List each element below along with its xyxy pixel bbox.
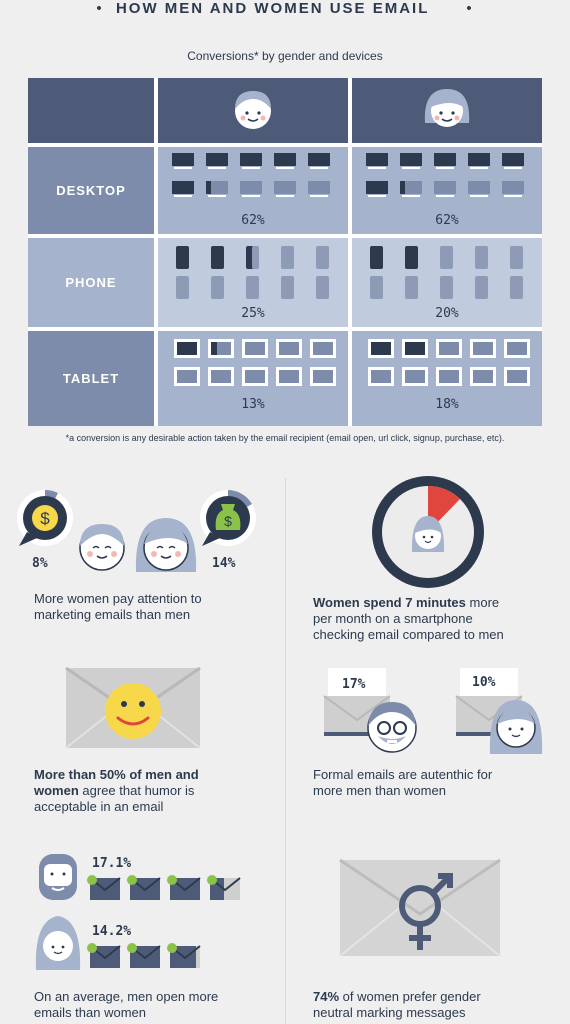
women-phone-pct: 20% bbox=[435, 306, 459, 321]
humor-bold: women bbox=[34, 783, 79, 798]
smartphone-caption: Women spend 7 minutes more per month on … bbox=[313, 595, 504, 643]
man-face-icon bbox=[79, 524, 125, 571]
attention-line2: marketing emails than men bbox=[34, 607, 191, 622]
neutral-envelope-illustration bbox=[339, 858, 501, 957]
phone-icons bbox=[370, 246, 523, 299]
man-beard-face-icon bbox=[39, 854, 77, 900]
men-desktop-cell: 62% bbox=[158, 147, 348, 234]
phone-icons bbox=[176, 246, 329, 299]
page-title: • HOW MEN AND WOMEN USE EMAIL • bbox=[0, 0, 570, 17]
opens-caption: On an average, men open more emails than… bbox=[34, 989, 218, 1021]
opens-line1: On an average, men open more bbox=[34, 989, 219, 1004]
men-phone-pct: 25% bbox=[241, 306, 265, 321]
smartphone-line2: per month on a smartphone bbox=[313, 611, 473, 626]
men-attention-pct: 8% bbox=[32, 556, 48, 571]
formal-caption: Formal emails are autenthic for more men… bbox=[313, 767, 492, 799]
smartphone-bold: Women spend 7 minutes bbox=[313, 595, 466, 610]
row-label-phone: PHONE bbox=[28, 238, 154, 327]
open-rate-illustration bbox=[35, 854, 241, 970]
row-label-desktop: DESKTOP bbox=[28, 147, 154, 234]
chart-subtitle: Conversions* by gender and devices bbox=[187, 49, 383, 63]
women-money-bag-bubble: $ bbox=[200, 490, 256, 546]
humor-caption: More than 50% of men and women agree tha… bbox=[34, 767, 199, 815]
humor-envelope-illustration bbox=[65, 666, 201, 749]
neutral-bold: 74% bbox=[313, 989, 340, 1004]
men-tablet-cell: 13% bbox=[158, 331, 348, 426]
men-formal-pct: 17% bbox=[342, 677, 366, 692]
bullet-icon: • bbox=[96, 0, 104, 17]
men-dollar-bubble: $ bbox=[17, 489, 73, 546]
men-tablet-pct: 13% bbox=[241, 397, 265, 412]
women-envelopes bbox=[87, 943, 201, 968]
smiley-icon bbox=[105, 683, 161, 739]
woman-face-icon bbox=[35, 916, 81, 970]
woman-face-icon bbox=[489, 700, 543, 754]
opens-line2: emails than women bbox=[34, 1005, 146, 1020]
formal-emails-illustration bbox=[323, 668, 543, 754]
clock-illustration bbox=[372, 476, 484, 588]
women-open-pct: 14.2% bbox=[92, 924, 132, 939]
women-phone-cell: 20% bbox=[352, 238, 542, 327]
women-tablet-pct: 18% bbox=[435, 397, 459, 412]
smartphone-rest: more bbox=[465, 595, 500, 610]
attention-line1: More women pay attention to bbox=[34, 591, 202, 606]
row-label-tablet: TABLET bbox=[28, 331, 154, 426]
column-divider bbox=[285, 478, 286, 1024]
svg-text:$: $ bbox=[40, 509, 50, 528]
man-glasses-face-icon bbox=[367, 702, 417, 753]
header-corner bbox=[28, 78, 154, 143]
tablet-icons bbox=[174, 339, 336, 386]
footnote: *a conversion is any desirable action ta… bbox=[65, 433, 505, 443]
women-header bbox=[352, 78, 542, 143]
woman-face-icon bbox=[424, 89, 470, 127]
formal-line1: Formal emails are autenthic for bbox=[313, 767, 493, 782]
neutral-rest: of women prefer gender bbox=[339, 989, 481, 1004]
humor-line1: More than 50% of men and bbox=[34, 767, 199, 782]
men-phone-cell: 25% bbox=[158, 238, 348, 327]
title-text: HOW MEN AND WOMEN USE EMAIL bbox=[115, 0, 430, 17]
man-face-icon bbox=[235, 91, 271, 129]
women-desktop-cell: 62% bbox=[352, 147, 542, 234]
svg-text:$: $ bbox=[224, 513, 232, 529]
men-header bbox=[158, 78, 348, 143]
smartphone-line3: checking email compared to men bbox=[313, 627, 504, 642]
humor-rest: agree that humor is bbox=[78, 783, 195, 798]
tablet-icons bbox=[368, 339, 530, 386]
humor-line3: acceptable in an email bbox=[34, 799, 164, 814]
woman-face-icon bbox=[411, 516, 445, 552]
gender-symbol-icon bbox=[399, 873, 453, 950]
attention-illustration: $ $ bbox=[17, 489, 256, 572]
desktop-icons bbox=[172, 153, 330, 197]
bullet-icon: • bbox=[441, 0, 474, 17]
neutral-line2: neutral marking messages bbox=[313, 1005, 466, 1020]
men-desktop-pct: 62% bbox=[241, 213, 265, 228]
desktop-icons bbox=[366, 153, 524, 197]
neutral-caption: 74% of women prefer gender neutral marki… bbox=[313, 989, 481, 1021]
men-envelopes bbox=[87, 875, 241, 900]
conversion-grid: DESKTOP 62% 62% PHONE bbox=[28, 78, 542, 426]
women-tablet-cell: 18% bbox=[352, 331, 542, 426]
men-open-pct: 17.1% bbox=[92, 856, 132, 871]
women-formal-pct: 10% bbox=[472, 675, 496, 690]
formal-line2: more men than women bbox=[313, 783, 446, 798]
woman-face-icon bbox=[135, 518, 197, 572]
women-attention-pct: 14% bbox=[212, 556, 236, 571]
attention-caption: More women pay attention to marketing em… bbox=[34, 591, 202, 623]
women-desktop-pct: 62% bbox=[435, 213, 459, 228]
